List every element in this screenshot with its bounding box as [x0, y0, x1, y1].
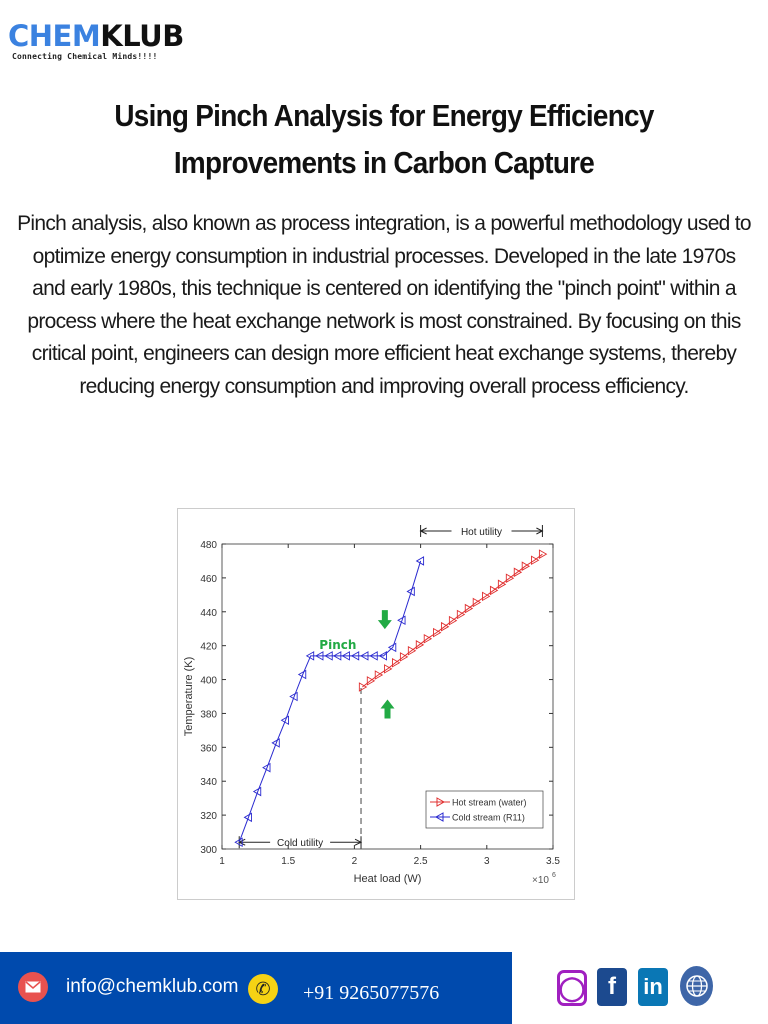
- data-point: [297, 669, 307, 680]
- linkedin-icon[interactable]: in: [638, 968, 668, 1006]
- hot-utility-arrowhead: [419, 527, 427, 535]
- data-point: [305, 651, 315, 661]
- logo-part1: CHEM: [8, 19, 101, 53]
- legend-box: [425, 790, 544, 829]
- data-point: [271, 738, 280, 748]
- data-point: [406, 586, 415, 597]
- logo-part2: KLUB: [100, 19, 184, 53]
- globe-icon[interactable]: [680, 966, 713, 1006]
- y-tick-label: 320: [200, 811, 217, 822]
- y-tick-label: 400: [200, 676, 217, 687]
- data-point: [538, 549, 548, 559]
- data-point: [433, 627, 442, 638]
- footer-bar: info@chemklub.com ✆ +91 9265077576: [0, 952, 512, 1024]
- data-point: [387, 642, 397, 653]
- y-tick-label: 480: [200, 540, 217, 551]
- y-tick-label: 380: [200, 709, 217, 720]
- data-point: [391, 658, 401, 668]
- data-point: [252, 786, 262, 797]
- y-tick-label: 340: [200, 777, 217, 788]
- data-point: [243, 812, 252, 823]
- data-point: [369, 651, 378, 661]
- data-point: [289, 691, 298, 702]
- y-axis-label: Temperature (K): [183, 657, 195, 736]
- data-point: [397, 615, 406, 626]
- data-point: [489, 585, 499, 596]
- data-point: [440, 621, 450, 632]
- x-tick-label: 1.5: [281, 856, 295, 867]
- data-point: [415, 640, 425, 650]
- data-point: [378, 651, 387, 661]
- facebook-icon[interactable]: f: [597, 968, 627, 1006]
- data-point: [315, 651, 324, 661]
- x-multiplier-exponent: 6: [552, 872, 556, 879]
- data-point: [497, 579, 507, 590]
- y-tick-label: 360: [200, 743, 217, 754]
- pinch-chart: 1 1.5 2 2.5 3 3.5 300 320 340 360 380 400 420 440 460 4…: [177, 508, 575, 900]
- data-point: [384, 664, 393, 674]
- data-point: [482, 591, 491, 602]
- data-point: [513, 567, 523, 578]
- email-icon: [18, 972, 48, 1002]
- data-point: [324, 651, 333, 661]
- data-point: [521, 561, 531, 571]
- data-point: [531, 555, 540, 566]
- cold-utility-label: Cold utility: [277, 838, 323, 849]
- x-tick-label: 3.5: [546, 856, 560, 867]
- y-tick-label: 460: [200, 574, 217, 585]
- data-point: [464, 603, 474, 614]
- data-point: [407, 645, 417, 656]
- pinch-label: Pinch: [319, 638, 356, 652]
- data-point: [399, 652, 409, 662]
- y-tick-label: 440: [200, 608, 217, 619]
- data-point: [374, 670, 384, 680]
- data-point: [358, 682, 368, 692]
- x-multiplier: ×10: [532, 875, 549, 886]
- data-point: [366, 676, 376, 686]
- data-point: [448, 615, 458, 626]
- instagram-icon[interactable]: ◯: [557, 970, 587, 1006]
- x-tick-label: 3: [484, 856, 490, 867]
- data-point: [456, 609, 466, 620]
- chart-svg: 1 1.5 2 2.5 3 3.5 300 320 340 360 380 400 420 440 460 4…: [183, 525, 560, 886]
- logo: CHEMKLUB Connecting Chemical Minds!!!!: [8, 20, 184, 61]
- data-point: [280, 715, 290, 725]
- page-title: Using Pinch Analysis for Energy Efficien…: [114, 98, 654, 180]
- data-point: [360, 651, 369, 661]
- data-point: [350, 651, 360, 661]
- logo-tagline: Connecting Chemical Minds!!!!: [12, 52, 158, 61]
- data-point: [505, 573, 515, 584]
- pinch-up-arrow: [380, 699, 395, 719]
- x-axis-label: Heat load (W): [354, 873, 422, 885]
- legend-marker: [434, 812, 444, 822]
- data-point: [472, 597, 482, 608]
- data-point: [262, 762, 271, 773]
- data-point: [234, 837, 243, 847]
- data-point: [415, 556, 425, 566]
- data-point: [423, 633, 433, 644]
- data-point: [332, 651, 342, 661]
- email-link[interactable]: info@chemklub.com: [66, 976, 239, 997]
- x-tick-label: 1: [219, 856, 225, 867]
- x-tick-label: 2.5: [414, 856, 428, 867]
- x-tick-label: 2: [352, 856, 358, 867]
- cold-utility-arrowhead: [354, 838, 363, 846]
- legend-marker: [436, 797, 446, 807]
- legend-label: Cold stream (R11): [452, 813, 525, 823]
- intro-paragraph: Pinch analysis, also known as process in…: [17, 212, 752, 398]
- y-tick-label: 300: [200, 845, 217, 856]
- phone-number[interactable]: +91 9265077576: [303, 982, 440, 1004]
- hot-utility-label: Hot utility: [461, 527, 502, 538]
- data-point: [341, 651, 350, 661]
- legend-label: Hot stream (water): [452, 798, 527, 808]
- y-tick-label: 420: [200, 642, 217, 653]
- pinch-down-arrow: [377, 610, 392, 630]
- hot-utility-arrowhead: [536, 527, 544, 535]
- series-line-1: [238, 560, 422, 843]
- phone-icon: ✆: [248, 974, 278, 1004]
